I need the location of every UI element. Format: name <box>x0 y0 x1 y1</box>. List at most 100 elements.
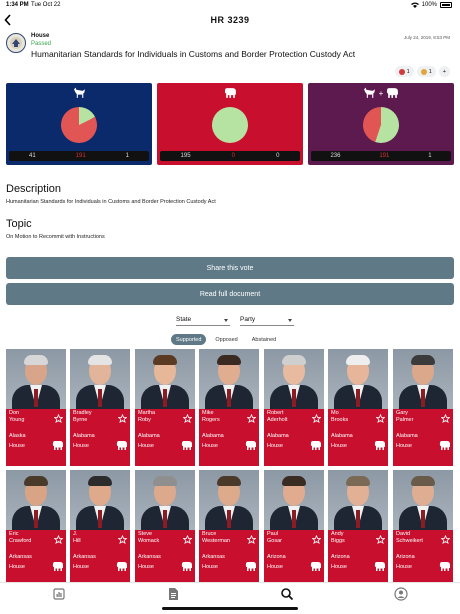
member-name: Gary Palmer <box>396 410 436 424</box>
member-photo <box>70 349 130 409</box>
tally-republicans[interactable]: 195 0 0 <box>157 83 303 165</box>
vote-counts: 195 0 0 <box>160 151 300 161</box>
member-state: Arkansas <box>9 554 32 560</box>
member-first-name: Mo <box>331 410 339 416</box>
elephant-icon <box>224 87 237 99</box>
face-reaction-icon <box>420 68 427 75</box>
member-card[interactable]: Don Young Alaska House <box>6 349 66 466</box>
reaction-count: 1 <box>428 68 432 75</box>
member-card[interactable]: J. Hill Arkansas House <box>70 470 130 587</box>
topic-heading: Topic <box>6 218 32 230</box>
reaction-count: 1 <box>406 68 410 75</box>
star-icon[interactable] <box>117 410 128 424</box>
member-last-name: Womack <box>138 538 160 544</box>
star-icon[interactable] <box>117 531 128 545</box>
tab-stats[interactable] <box>52 587 66 601</box>
status-bar: 1:34 PM Tue Oct 22 100% <box>0 0 460 12</box>
member-chamber: House <box>267 564 283 570</box>
share-vote-button[interactable]: Share this vote <box>6 257 454 279</box>
bar-chart-icon <box>53 588 65 600</box>
segment-opposed[interactable]: Opposed <box>215 336 238 343</box>
tally-democrats[interactable]: 41 191 1 <box>6 83 152 165</box>
star-icon[interactable] <box>53 531 64 545</box>
member-card[interactable]: Robert Aderholt Alabama House <box>264 349 324 466</box>
member-name: David Schweikert <box>396 531 436 545</box>
house-seal-icon <box>6 33 26 53</box>
reaction-button[interactable]: + <box>438 66 450 77</box>
member-card[interactable]: David Schweikert Arizona House <box>393 470 453 587</box>
member-chamber: House <box>202 564 218 570</box>
elephant-icon <box>116 559 128 571</box>
star-icon[interactable] <box>375 531 386 545</box>
member-card[interactable]: Mike Rogers Alabama House <box>199 349 259 466</box>
member-chamber: House <box>331 443 347 449</box>
battery-icon <box>440 2 452 8</box>
star-icon[interactable] <box>53 410 64 424</box>
donkey-icon <box>363 87 376 99</box>
member-photo <box>393 349 453 409</box>
elephant-icon <box>245 559 257 571</box>
member-name: J. Hill <box>73 531 113 545</box>
star-icon[interactable] <box>182 410 193 424</box>
tab-documents[interactable] <box>166 587 180 601</box>
member-last-name: Schweikert <box>396 538 423 544</box>
chevron-left-icon <box>4 14 11 26</box>
member-card[interactable]: Paul Gosar Arizona House <box>264 470 324 587</box>
segment-abstained[interactable]: Abstained <box>251 336 277 343</box>
star-icon[interactable] <box>311 531 322 545</box>
elephant-icon <box>52 438 64 450</box>
status-time: 1:34 PM <box>6 2 29 8</box>
party-select[interactable]: Party <box>240 316 294 326</box>
vote-counts: 236 191 1 <box>311 151 451 161</box>
star-icon[interactable] <box>246 531 257 545</box>
star-icon[interactable] <box>246 410 257 424</box>
member-chamber: House <box>73 443 89 449</box>
member-chamber: House <box>9 443 25 449</box>
member-last-name: Byrne <box>73 417 88 423</box>
state-select[interactable]: State <box>176 316 230 326</box>
member-card[interactable]: Bradley Byrne Alabama House <box>70 349 130 466</box>
star-icon[interactable] <box>182 531 193 545</box>
member-state: Arkansas <box>202 554 225 560</box>
star-icon[interactable] <box>311 410 322 424</box>
member-state: Arizona <box>396 554 415 560</box>
abstain-count: 1 <box>428 153 432 159</box>
star-icon[interactable] <box>375 410 386 424</box>
member-card[interactable]: Steve Womack Arkansas House <box>135 470 195 587</box>
member-name: Martha Roby <box>138 410 178 424</box>
tab-search[interactable] <box>280 587 294 601</box>
member-name: Eric Crawford <box>9 531 49 545</box>
read-document-button[interactable]: Read full document <box>6 283 454 305</box>
member-card[interactable]: Martha Roby Alabama House <box>135 349 195 466</box>
reaction-button[interactable]: 1 <box>394 66 414 77</box>
reaction-button[interactable]: 1 <box>416 66 436 77</box>
description-heading: Description <box>6 183 62 195</box>
segment-supported[interactable]: Supported <box>171 334 207 345</box>
member-card[interactable]: Eric Crawford Arkansas House <box>6 470 66 587</box>
member-card[interactable]: Andy Biggs Arizona House <box>328 470 388 587</box>
member-last-name: Palmer <box>396 417 414 423</box>
star-icon[interactable] <box>440 410 451 424</box>
member-name: Robert Aderholt <box>267 410 307 424</box>
member-state: Arizona <box>267 554 286 560</box>
member-card[interactable]: Bruce Westerman Arkansas House <box>199 470 259 587</box>
member-chamber: House <box>396 443 412 449</box>
member-photo <box>199 349 259 409</box>
document-icon <box>169 588 178 600</box>
elephant-icon <box>52 559 64 571</box>
member-state: Alaska <box>9 433 26 439</box>
member-last-name: Aderholt <box>267 417 288 423</box>
member-name: Steve Womack <box>138 531 178 545</box>
elephant-icon <box>181 559 193 571</box>
member-card[interactable]: Gary Palmer Alabama House <box>393 349 453 466</box>
star-icon[interactable] <box>440 531 451 545</box>
member-card[interactable]: Mo Brooks Alabama House <box>328 349 388 466</box>
tab-profile[interactable] <box>394 587 408 601</box>
back-button[interactable] <box>4 12 12 30</box>
member-first-name: Mike <box>202 410 214 416</box>
tally-all[interactable]: +236 191 1 <box>308 83 454 165</box>
member-first-name: Bradley <box>73 410 92 416</box>
member-photo <box>264 470 324 530</box>
member-last-name: Young <box>9 417 25 423</box>
thumbs-reaction-icon <box>398 68 405 75</box>
